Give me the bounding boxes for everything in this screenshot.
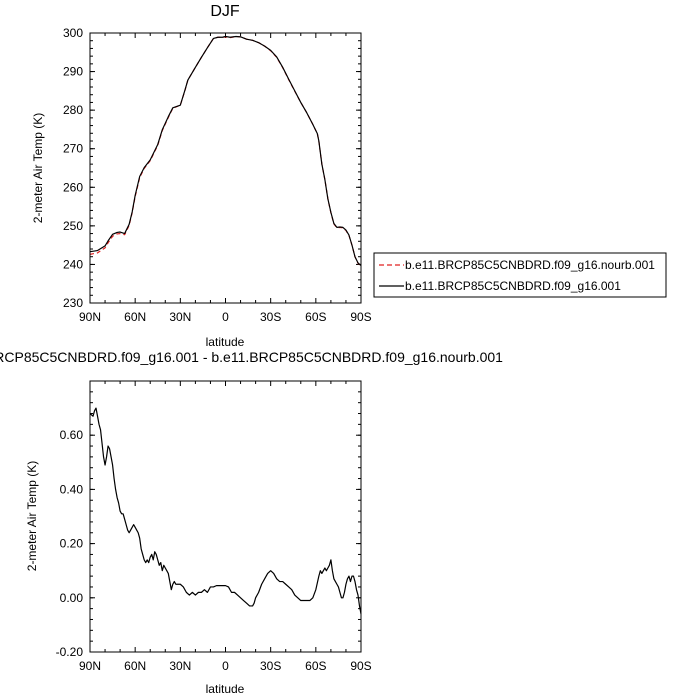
legend-label-base: b.e11.BRCP85C5CNBDRD.f09_g16.001 [405, 279, 621, 293]
x-tick-label-0: 0 [222, 659, 229, 673]
x-tick-label-60n: 60N [124, 659, 146, 673]
x-tick-label-30s: 30S [260, 659, 281, 673]
x-axis-label: latitude [206, 335, 245, 349]
legend: b.e11.BRCP85C5CNBDRD.f09_g16.nourb.001 b… [373, 252, 667, 298]
y-tick-label: 0.60 [60, 428, 84, 442]
y-tick-label: 0.00 [60, 591, 84, 605]
x-tick-label-0: 0 [222, 310, 229, 324]
y-tick-label: 250 [63, 219, 83, 233]
x-tick-label-60s: 60S [305, 659, 326, 673]
y-axis-label: 2-meter Air Temp (K) [25, 461, 39, 571]
y-tick-label: 0.40 [60, 482, 84, 496]
x-tick-label-60s: 60S [305, 310, 326, 324]
x-tick-label-90n: 90N [79, 310, 101, 324]
x-axis-label: latitude [206, 682, 245, 696]
y-tick-label: 270 [63, 142, 83, 156]
y-tick-label: 280 [63, 103, 83, 117]
x-tick-label-90s: 90S [350, 310, 371, 324]
series-line-difference [89, 407, 362, 615]
y-axis-label: 2-meter Air Temp (K) [31, 113, 45, 223]
plot-title: DJF [210, 3, 240, 20]
plot-frame [89, 32, 362, 304]
y-tick-label: 300 [63, 26, 83, 40]
plot-title: b.e11.BRCP85C5CNBDRD.f09_g16.001 - b.e11… [0, 349, 503, 365]
x-tick-label-30n: 30N [169, 659, 191, 673]
data-lines [89, 35, 362, 267]
data-lines [89, 407, 362, 615]
plot-frame [89, 380, 362, 653]
difference-plot: b.e11.BRCP85C5CNBDRD.f09_g16.001 - b.e11… [0, 349, 503, 696]
y-tick-label: 230 [63, 296, 83, 310]
tick-marks [89, 32, 362, 304]
x-tick-label-60n: 60N [124, 310, 146, 324]
legend-box [373, 252, 667, 298]
legend-label-nourb: b.e11.BRCP85C5CNBDRD.f09_g16.nourb.001 [405, 258, 655, 272]
y-tick-label: 240 [63, 257, 83, 271]
y-tick-label: 260 [63, 180, 83, 194]
tick-labels: 90N 60N 30N 0 30S 60S 90S -0.20 0.00 0.20 0.40 0.60 [56, 428, 372, 673]
x-tick-label-30s: 30S [260, 310, 281, 324]
tick-marks [89, 380, 362, 653]
x-tick-label-90n: 90N [79, 659, 101, 673]
series-line-base [89, 35, 362, 267]
x-tick-label-30n: 30N [169, 310, 191, 324]
x-tick-label-90s: 90S [350, 659, 371, 673]
y-tick-label: -0.20 [56, 645, 84, 659]
temperature-plot: DJF latitude 2-meter Air Temp (K) 90N 60N… [31, 3, 372, 349]
tick-labels: 90N 60N 30N 0 30S 60S 90S 230 240 250 260 270 280 290… [63, 26, 372, 324]
y-tick-label: 0.20 [60, 537, 84, 551]
y-tick-label: 290 [63, 65, 83, 79]
